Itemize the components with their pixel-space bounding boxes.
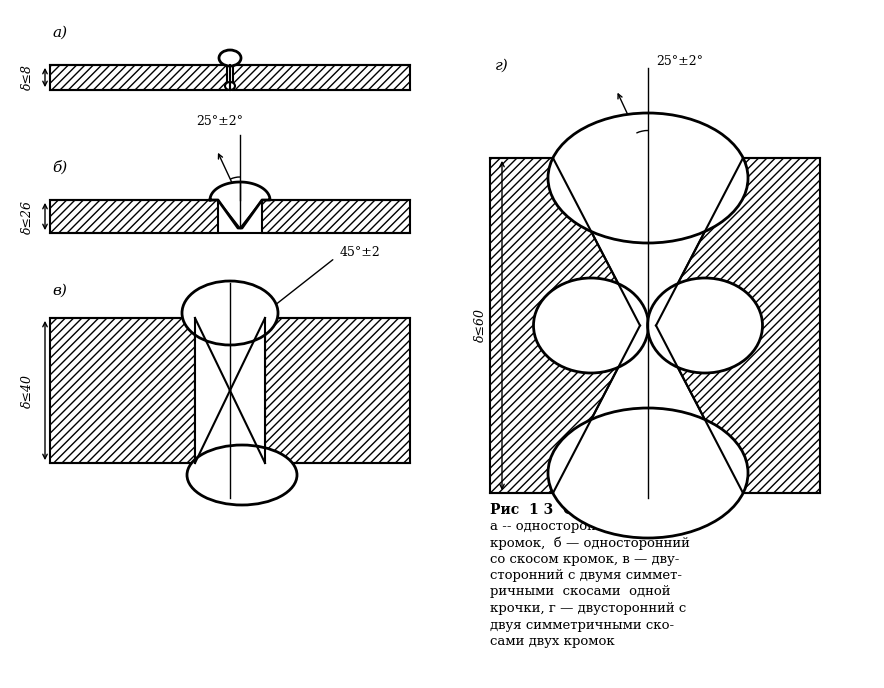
Ellipse shape <box>182 281 278 345</box>
Ellipse shape <box>548 408 748 538</box>
Text: δ≤8: δ≤8 <box>20 65 34 91</box>
Bar <box>195 318 265 463</box>
Text: г): г) <box>495 59 509 73</box>
Text: 25°±2°: 25°±2° <box>196 115 243 128</box>
Text: крочки, г — двусторонний с: крочки, г — двусторонний с <box>490 602 686 615</box>
Text: Рис  1 3  Стыковые  швы.: Рис 1 3 Стыковые швы. <box>490 503 701 517</box>
Text: сторонний с двумя симмет-: сторонний с двумя симмет- <box>490 569 682 582</box>
Polygon shape <box>490 158 640 493</box>
Ellipse shape <box>534 278 649 373</box>
Ellipse shape <box>225 82 235 90</box>
Polygon shape <box>210 182 270 228</box>
Polygon shape <box>656 158 820 493</box>
Text: ричными  скосами  одной: ричными скосами одной <box>490 585 670 599</box>
Ellipse shape <box>647 278 763 373</box>
Bar <box>638 158 658 493</box>
Bar <box>50 200 218 233</box>
Text: со скосом кромок, в — дву-: со скосом кромок, в — дву- <box>490 552 680 566</box>
Text: δ≤60: δ≤60 <box>474 308 486 343</box>
Bar <box>262 200 410 233</box>
Text: б): б) <box>52 161 67 175</box>
Text: сами двух кромок: сами двух кромок <box>490 635 614 648</box>
Text: а -- односторонний без скоса: а -- односторонний без скоса <box>490 519 692 533</box>
Ellipse shape <box>219 50 241 66</box>
Text: 45°±2: 45°±2 <box>340 246 381 259</box>
Bar <box>50 65 227 90</box>
Text: а): а) <box>52 26 67 40</box>
Text: двуя симметричными ско-: двуя симметричными ско- <box>490 619 674 632</box>
Text: δ≤40: δ≤40 <box>20 374 34 407</box>
Text: в): в) <box>52 284 67 298</box>
Bar <box>265 318 410 463</box>
Ellipse shape <box>187 445 297 505</box>
Bar <box>233 65 410 90</box>
Text: кромок,  б — односторонний: кромок, б — односторонний <box>490 536 690 550</box>
Text: δ≤26: δ≤26 <box>20 200 34 233</box>
Ellipse shape <box>548 113 748 243</box>
Bar <box>50 318 195 463</box>
Text: 25°±2°: 25°±2° <box>656 55 703 68</box>
